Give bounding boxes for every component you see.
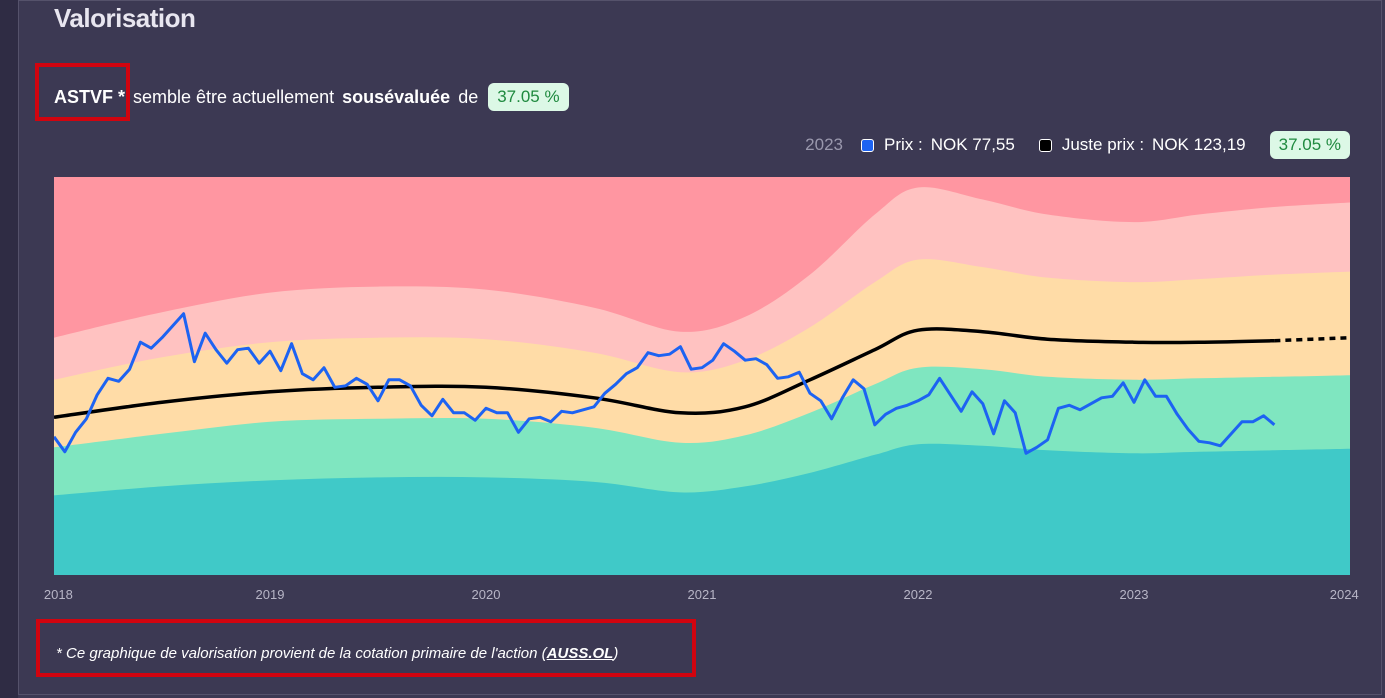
x-tick-label: 2019	[255, 587, 285, 602]
fair-value-projection-line	[1274, 335, 1350, 343]
legend-fair-value: NOK 123,19	[1152, 135, 1246, 154]
valuation-panel	[18, 0, 1382, 695]
legend-fair-label: Juste prix :	[1061, 135, 1145, 154]
footnote: * Ce graphique de valorisation provient …	[56, 645, 618, 662]
summary-text-before: semble être actuellement	[133, 86, 335, 107]
x-tick-label: 2024	[1329, 587, 1359, 602]
section-title: Valorisation	[54, 3, 196, 33]
x-tick-label: 2022	[903, 587, 933, 602]
left-sidebar-strip	[0, 0, 18, 698]
price-line	[54, 312, 1276, 455]
footnote-text: * Ce graphique de valorisation provient …	[56, 645, 547, 662]
legend-discount-badge: 37.05 %	[1269, 131, 1350, 159]
x-tick-label: 2018	[43, 587, 73, 602]
primary-listing-link[interactable]: AUSS.OL	[546, 645, 614, 662]
price-swatch-icon	[861, 138, 874, 152]
valuation-summary: ASTVF * semble être actuellement souséva…	[54, 83, 569, 111]
x-tick-label: 2021	[687, 587, 717, 602]
x-tick-label: 2020	[471, 587, 501, 602]
highlight-box-footnote	[36, 619, 696, 677]
ticker-label: ASTVF *	[54, 86, 126, 107]
legend-price-label: Prix :	[884, 135, 923, 154]
chart-legend: 2023 Prix : NOK 77,55 Juste prix : NOK 1…	[805, 131, 1350, 159]
x-tick-label: 2023	[1119, 587, 1149, 602]
summary-text-after: de	[458, 86, 479, 107]
valuation-status: sousévaluée	[342, 86, 451, 107]
legend-price-value: NOK 77,55	[930, 135, 1015, 154]
fair-value-swatch-icon	[1038, 138, 1052, 152]
fair-value-line	[54, 327, 1275, 420]
highlight-box-ticker	[35, 63, 130, 121]
valuation-band-strongly-undervalued	[54, 443, 1350, 575]
discount-badge: 37.05 %	[488, 83, 569, 111]
footnote-suffix: )	[613, 645, 619, 662]
legend-year: 2023	[805, 135, 843, 154]
